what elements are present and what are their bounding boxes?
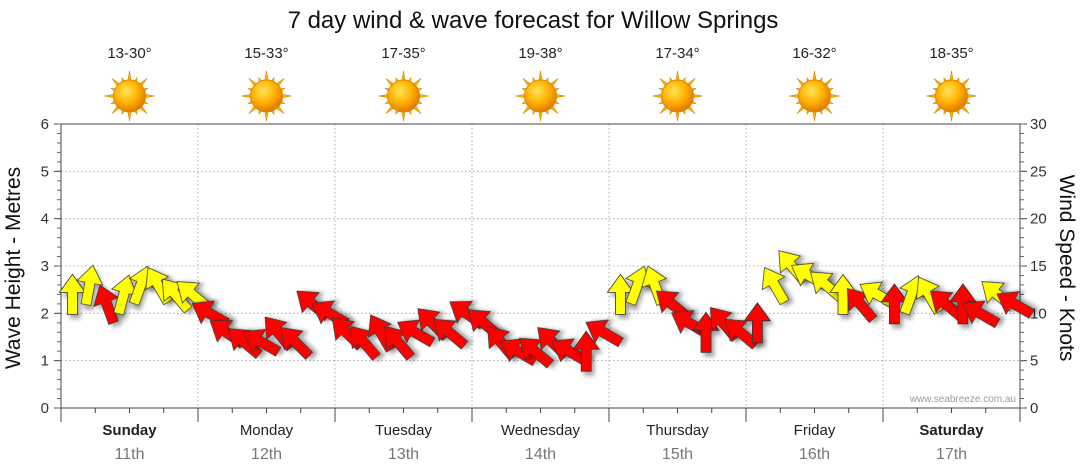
wind-arrow: [76, 264, 104, 306]
temperature-label: 17-34°: [655, 45, 699, 62]
day-name-label: Thursday: [646, 422, 709, 439]
sun-disc: [387, 79, 420, 113]
wind-arrow: [761, 266, 790, 306]
day-date-label: 14th: [525, 446, 556, 463]
wind-arrow: [724, 319, 760, 350]
temperature-label: 16-32°: [792, 45, 836, 62]
y-tick-label: 2: [41, 305, 49, 322]
sun-disc: [524, 79, 557, 113]
day-name-label: Tuesday: [375, 422, 432, 439]
y2-tick-label: 5: [1030, 353, 1038, 370]
sun-icon: [926, 70, 977, 122]
y-tick-label: 1: [41, 353, 49, 370]
day-date-label: 13th: [388, 446, 419, 463]
wind-arrow: [242, 328, 282, 357]
y-tick-label: 4: [41, 211, 49, 228]
sun-disc: [250, 79, 283, 113]
sun-icon: [241, 70, 292, 122]
sun-icon: [515, 70, 566, 122]
wind-arrow: [743, 302, 772, 344]
grid: [61, 124, 1020, 408]
y-axis-right-ticks: 0 5 10 15 20 25 30: [1020, 116, 1047, 417]
day-date-label: 11th: [115, 446, 145, 463]
sun-icon: [378, 70, 429, 122]
temperature-label: 17-35°: [381, 45, 425, 62]
wind-arrow: [93, 284, 120, 325]
temperature-label: 19-38°: [518, 45, 562, 62]
sun-disc: [661, 79, 694, 113]
day-name-label: Wednesday: [501, 422, 580, 439]
plot-area: [60, 123, 1021, 409]
day-labels: Sunday 11th Monday 12th Tuesday 13th Wednesday…: [102, 422, 984, 463]
temperature-label: 15-33°: [244, 45, 288, 62]
wind-arrow: [280, 327, 314, 360]
weather-icon-row: [104, 70, 977, 122]
temperature-label: 18-35°: [929, 45, 973, 62]
day-name-label: Saturday: [919, 422, 984, 439]
credit-text: www.seabreeze.com.au: [909, 394, 1016, 405]
wind-arrow: [396, 319, 436, 348]
y2-tick-label: 20: [1030, 211, 1047, 228]
wind-arrow: [996, 291, 1035, 319]
y2-tick-label: 30: [1030, 116, 1047, 133]
y2-tick-label: 0: [1030, 400, 1038, 417]
sun-disc: [935, 79, 968, 113]
y-axis-left-label: Wave Height - Metres: [2, 167, 25, 369]
y-tick-label: 3: [41, 258, 49, 275]
y2-tick-label: 25: [1030, 163, 1047, 180]
y2-tick-label: 15: [1030, 258, 1047, 275]
day-date-label: 16th: [799, 446, 830, 463]
y-tick-label: 5: [41, 163, 49, 180]
wind-arrows: [58, 250, 1035, 372]
y-axis-right-label: Wind Speed - Knots: [1055, 175, 1078, 362]
sun-disc: [113, 79, 146, 113]
wind-arrow: [433, 319, 469, 350]
temperature-label: 13-30°: [107, 45, 151, 62]
day-name-label: Sunday: [102, 422, 157, 439]
chart-title: 7 day wind & wave forecast for Willow Sp…: [288, 7, 779, 34]
wind-arrow: [962, 300, 1001, 329]
minor-ticks: [57, 123, 1024, 422]
wind-arrow: [585, 319, 624, 348]
day-date-label: 17th: [936, 446, 967, 463]
day-date-label: 12th: [251, 446, 282, 463]
wind-arrow: [572, 330, 600, 372]
y-tick-label: 0: [41, 400, 49, 417]
y2-tick-label: 10: [1030, 305, 1047, 322]
sun-disc: [798, 79, 831, 113]
day-name-label: Friday: [794, 422, 836, 439]
day-date-label: 15th: [662, 446, 693, 463]
day-name-label: Monday: [240, 422, 294, 439]
temperature-row: 13-30° 15-33° 17-35° 19-38° 17-34° 16-32° 18-3…: [107, 45, 973, 62]
y-tick-label: 6: [41, 116, 49, 133]
sun-icon: [652, 70, 703, 122]
sun-icon: [104, 70, 155, 122]
sun-icon: [789, 70, 840, 122]
wind-arrow: [625, 265, 651, 306]
